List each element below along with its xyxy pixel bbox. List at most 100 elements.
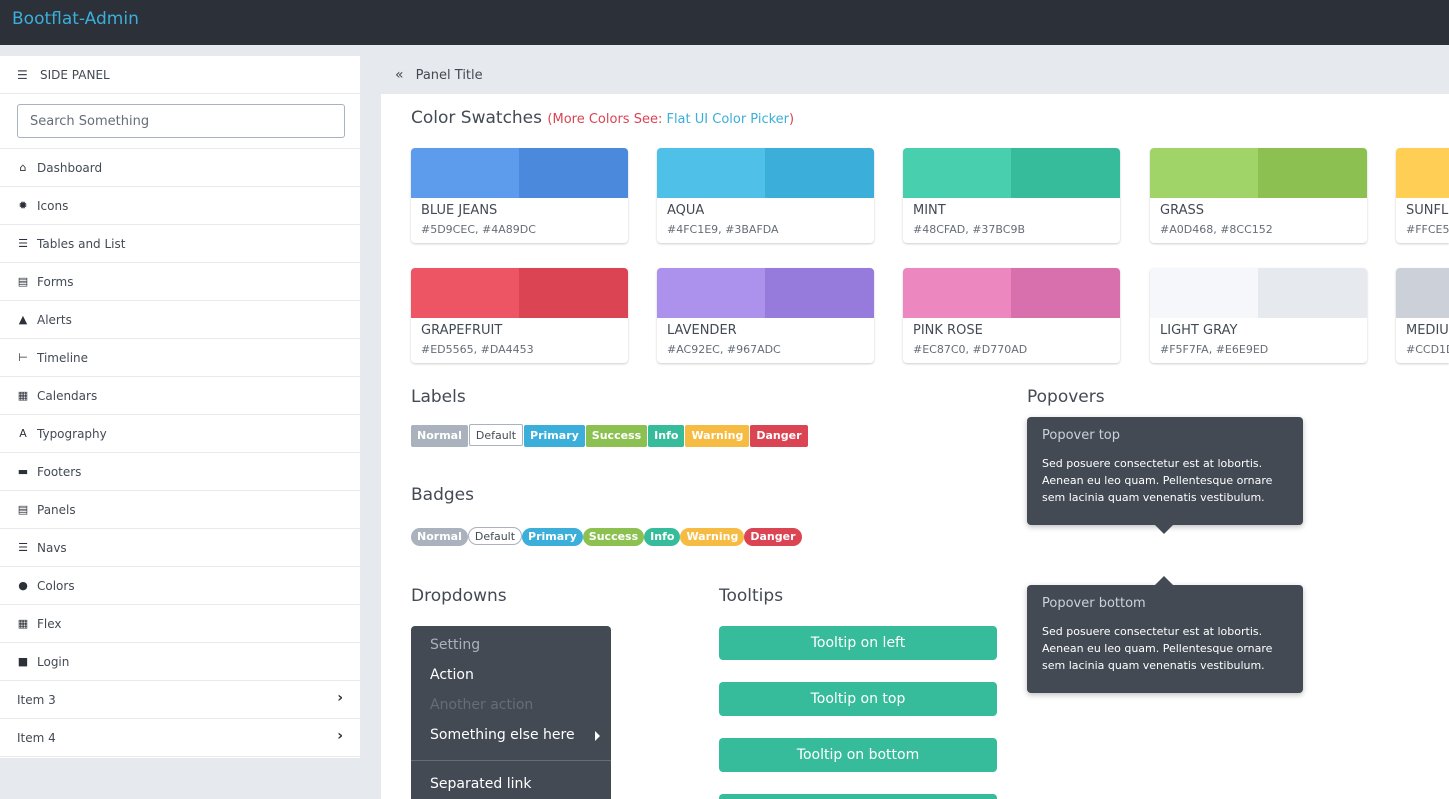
badge-default: Default — [467, 527, 523, 545]
dropdowns-title: Dropdowns — [411, 586, 507, 606]
sidebar-item-colors[interactable]: ● Colors — [0, 567, 360, 605]
popover-title: Popover top — [1042, 428, 1121, 443]
tooltip-bottom-button[interactable]: Tooltip on bottom — [719, 738, 997, 772]
list-icon: ☰ — [18, 541, 28, 554]
swatch-name: LAVENDER — [667, 323, 737, 338]
sidebar-item-panels[interactable]: ▤ Panels — [0, 491, 360, 529]
swatch-color-light — [411, 268, 519, 318]
swatch-name: GRAPEFRUIT — [421, 323, 503, 338]
swatch-mint: MINT #48CFAD, #37BC9B — [903, 148, 1120, 243]
popover-content: Sed posuere consectetur est at lobortis.… — [1042, 625, 1273, 672]
swatch-color-light — [411, 148, 519, 198]
tooltips-title: Tooltips — [719, 586, 784, 606]
swatch-grapefruit: GRAPEFRUIT #ED5565, #DA4453 — [411, 268, 628, 363]
double-chevron-left-icon[interactable]: « — [395, 67, 404, 83]
dropdown-header: Setting — [430, 637, 481, 653]
search-input[interactable] — [17, 104, 345, 138]
sidebar-item-forms[interactable]: ▤ Forms — [0, 263, 360, 301]
sidebar-item-icons[interactable]: ✹ Icons — [0, 187, 360, 225]
labels-title: Labels — [411, 387, 466, 407]
sidebar-item-navs[interactable]: ☰ Navs — [0, 529, 360, 567]
sidebar-item-typography[interactable]: A Typography — [0, 415, 360, 453]
color-swatches-title: Color Swatches (More Colors See: Flat UI… — [411, 108, 794, 128]
label-default: Default — [468, 424, 524, 446]
dropdown-divider — [411, 760, 611, 761]
swatch-hex: #EC87C0, #D770AD — [913, 343, 1028, 356]
sidebar-item-timeline[interactable]: ⊢ Timeline — [0, 339, 360, 377]
dropdown-item-separated[interactable]: Separated link — [430, 776, 532, 792]
sidebar-item-label: Footers — [37, 464, 82, 479]
sidebar-item-label: Panels — [37, 502, 76, 517]
asterisk-icon: ✹ — [18, 199, 28, 212]
grid-icon: ▦ — [17, 617, 29, 630]
dropdown-item-action[interactable]: Action — [430, 667, 474, 683]
sidebar-item-label: Calendars — [37, 388, 98, 403]
lock-icon: ■ — [17, 655, 29, 668]
swatch-pink-rose: PINK ROSE #EC87C0, #D770AD — [903, 268, 1120, 363]
swatch-hex: #FFCE54 — [1406, 223, 1449, 236]
swatch-color-dark — [1258, 148, 1367, 198]
swatch-name: PINK ROSE — [913, 323, 983, 338]
swatch-color-light — [1150, 268, 1258, 318]
swatch-name: MINT — [913, 203, 946, 218]
swatch-hex: #5D9CEC, #4A89DC — [421, 223, 536, 236]
popover-bottom: Popover bottom Sed posuere consectetur e… — [1027, 576, 1303, 693]
sidebar-item-label: Icons — [37, 198, 69, 213]
more-colors-note: (More Colors See: Flat UI Color Picker) — [547, 112, 794, 127]
color-picker-link[interactable]: Flat UI Color Picker — [666, 112, 790, 127]
label-warning: Warning — [685, 425, 750, 447]
side-panel-header: ☰ SIDE PANEL — [0, 56, 360, 94]
sidebar-item-tables[interactable]: ☰ Tables and List — [0, 225, 360, 263]
sidebar-item-flex[interactable]: ▦ Flex — [0, 605, 360, 643]
swatch-color-dark — [519, 148, 628, 198]
badge-danger: Danger — [744, 528, 802, 546]
calendar-icon: ▦ — [17, 389, 29, 402]
swatch-hex: #F5F7FA, #E6E9ED — [1160, 343, 1269, 356]
sidebar-item-footers[interactable]: ▬ Footers — [0, 453, 360, 491]
sidebar-item-label: Navs — [37, 540, 67, 555]
swatch-color-light — [657, 148, 765, 198]
side-panel: ☰ SIDE PANEL ⌂ Dashboard ✹ Icons ☰ Tables a… — [0, 56, 361, 758]
badge-primary: Primary — [522, 528, 583, 546]
sidebar-item-login[interactable]: ■ Login — [0, 643, 360, 681]
sidebar-item-item3[interactable]: Item 3 › — [0, 681, 360, 719]
minus-icon: ▬ — [17, 465, 29, 478]
label-info: Info — [648, 425, 685, 447]
sidebar-item-label: Login — [37, 654, 70, 669]
sidebar-item-label: Item 3 — [17, 692, 56, 707]
label-danger: Danger — [750, 425, 808, 447]
font-icon: A — [19, 427, 27, 440]
chevron-right-icon: › — [337, 728, 343, 744]
sidebar-item-dashboard[interactable]: ⌂ Dashboard — [0, 149, 360, 187]
dropdown-item-submenu[interactable]: Something else here — [430, 727, 575, 743]
swatch-medium-gray: MEDIU #CCD1D — [1396, 268, 1449, 363]
swatch-color-light — [1150, 148, 1258, 198]
swatch-aqua: AQUA #4FC1E9, #3BAFDA — [657, 148, 874, 243]
tooltip-left-button[interactable]: Tooltip on left — [719, 626, 997, 660]
swatch-lavender: LAVENDER #AC92EC, #967ADC — [657, 268, 874, 363]
swatch-sunflower: SUNFL #FFCE54 — [1396, 148, 1449, 243]
sidebar-item-calendars[interactable]: ▦ Calendars — [0, 377, 360, 415]
swatch-color-light — [903, 148, 1011, 198]
top-navbar: Bootflat-Admin — [0, 0, 1449, 45]
brand-link[interactable]: Bootflat-Admin — [12, 9, 139, 29]
swatch-color-dark — [1258, 268, 1367, 318]
sidebar-item-label: Timeline — [37, 350, 89, 365]
badge-normal: Normal — [411, 528, 468, 546]
tooltip-right-button[interactable] — [719, 794, 997, 799]
sidebar-item-item4[interactable]: Item 4 › — [0, 719, 360, 757]
badges-title: Badges — [411, 485, 474, 505]
list-icon: ☰ — [18, 237, 28, 250]
badge-success: Success — [582, 528, 645, 546]
badge-warning: Warning — [680, 528, 745, 546]
panel-header: « Panel Title — [381, 56, 1449, 94]
popover-arrow — [1155, 576, 1173, 585]
sidebar-item-alerts[interactable]: ▲ Alerts — [0, 301, 360, 339]
swatch-color-dark — [765, 268, 874, 318]
more-colors-suffix: ) — [789, 112, 795, 127]
swatch-color-light — [1396, 148, 1449, 198]
swatch-blue-jeans: BLUE JEANS #5D9CEC, #4A89DC — [411, 148, 628, 243]
swatch-name: GRASS — [1160, 203, 1204, 218]
tooltip-top-button[interactable]: Tooltip on top — [719, 682, 997, 716]
labels-row: Normal Default Primary Success Info Warning Da… — [411, 424, 809, 447]
